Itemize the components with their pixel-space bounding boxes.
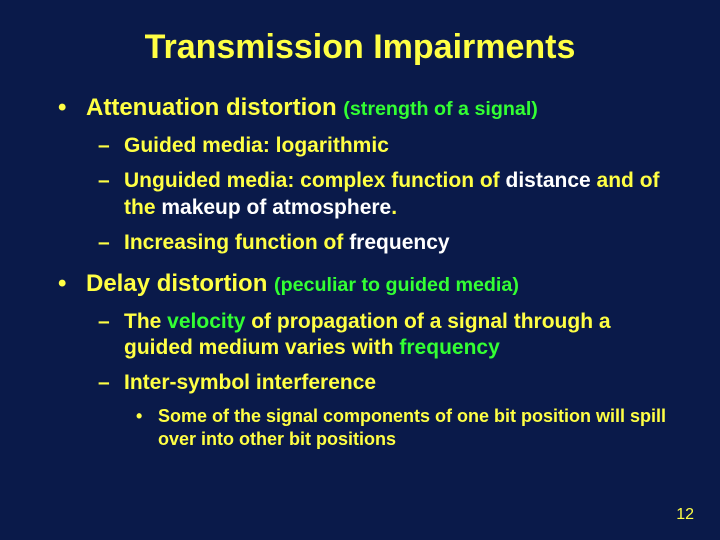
dash-icon: – — [98, 309, 124, 363]
bullet-delay: • Delay distortion (peculiar to guided m… — [58, 269, 670, 299]
dash-icon: – — [98, 168, 124, 222]
text-span: Attenuation distortion — [86, 94, 343, 121]
sub-bullet: – Unguided media: complex function of di… — [98, 168, 670, 222]
bullet-text: Attenuation distortion (strength of a si… — [86, 93, 670, 123]
text-span: (peculiar to guided media) — [274, 274, 519, 296]
text-span: (strength of a signal) — [343, 98, 538, 120]
text-span: Increasing function of — [124, 231, 349, 254]
sub-bullet: – Guided media: logarithmic — [98, 133, 670, 160]
slide-title: Transmission Impairments — [50, 28, 670, 67]
slide: Transmission Impairments • Attenuation d… — [0, 0, 720, 540]
sub-bullet: – Inter-symbol interference — [98, 370, 670, 397]
bullet-text: Some of the signal components of one bit… — [158, 405, 670, 451]
page-number: 12 — [676, 506, 694, 524]
sub-bullet: – Increasing function of frequency — [98, 230, 670, 257]
bullet-text: Unguided media: complex function of dist… — [124, 168, 670, 222]
sub-sub-bullet: • Some of the signal components of one b… — [136, 405, 670, 451]
dash-icon: – — [98, 133, 124, 160]
sub-bullet: – The velocity of propagation of a signa… — [98, 309, 670, 363]
text-span: velocity — [167, 310, 245, 333]
text-span: frequency — [399, 336, 499, 359]
text-span: distance — [506, 169, 591, 192]
bullet-text: Increasing function of frequency — [124, 230, 670, 257]
text-span: The — [124, 310, 167, 333]
bullet-attenuation: • Attenuation distortion (strength of a … — [58, 93, 670, 123]
text-span: Unguided media: complex function of — [124, 169, 506, 192]
bullet-dot-icon: • — [136, 405, 158, 451]
text-span: makeup of atmosphere — [161, 196, 391, 219]
bullet-dot-icon: • — [58, 93, 86, 123]
text-span: Delay distortion — [86, 270, 274, 297]
bullet-dot-icon: • — [58, 269, 86, 299]
text-span: frequency — [349, 231, 449, 254]
dash-icon: – — [98, 230, 124, 257]
bullet-text: Guided media: logarithmic — [124, 133, 670, 160]
dash-icon: – — [98, 370, 124, 397]
bullet-text: Inter-symbol interference — [124, 370, 670, 397]
bullet-text: Delay distortion (peculiar to guided med… — [86, 269, 670, 299]
text-span: . — [391, 196, 397, 219]
bullet-text: The velocity of propagation of a signal … — [124, 309, 670, 363]
